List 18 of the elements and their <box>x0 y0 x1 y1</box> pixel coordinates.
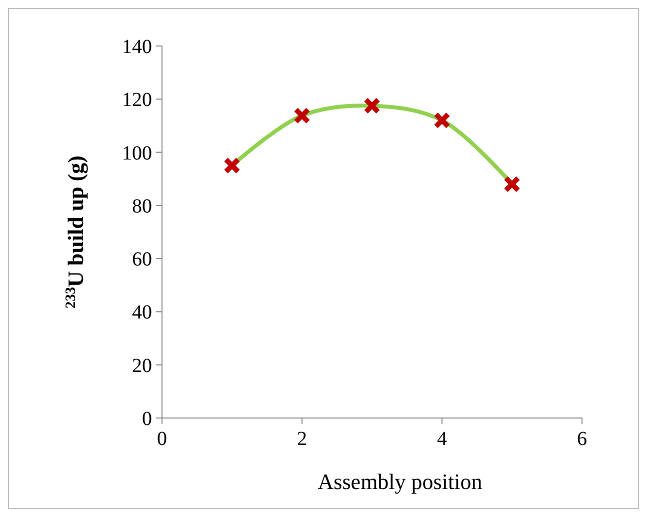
y-tick-label: 100 <box>122 142 152 164</box>
point <box>224 157 240 174</box>
point <box>294 107 310 124</box>
y-tick-label: 0 <box>142 408 152 430</box>
y-tick-label: 140 <box>122 36 152 58</box>
y-tick-label: 60 <box>132 248 152 271</box>
point <box>364 97 380 114</box>
x-tick-label: 4 <box>437 428 447 450</box>
y-tick-label: 40 <box>132 302 152 324</box>
point <box>504 176 520 193</box>
x-tick-label: 6 <box>577 428 587 450</box>
y-tick-label: 120 <box>122 89 152 112</box>
point <box>434 112 450 129</box>
x-tick-label: 0 <box>157 428 167 450</box>
x-axis-title: Assembly position <box>318 469 482 494</box>
y-tick-label: 80 <box>132 195 152 218</box>
x-tick-label: 2 <box>297 428 307 450</box>
y-tick-label: 20 <box>132 354 152 377</box>
